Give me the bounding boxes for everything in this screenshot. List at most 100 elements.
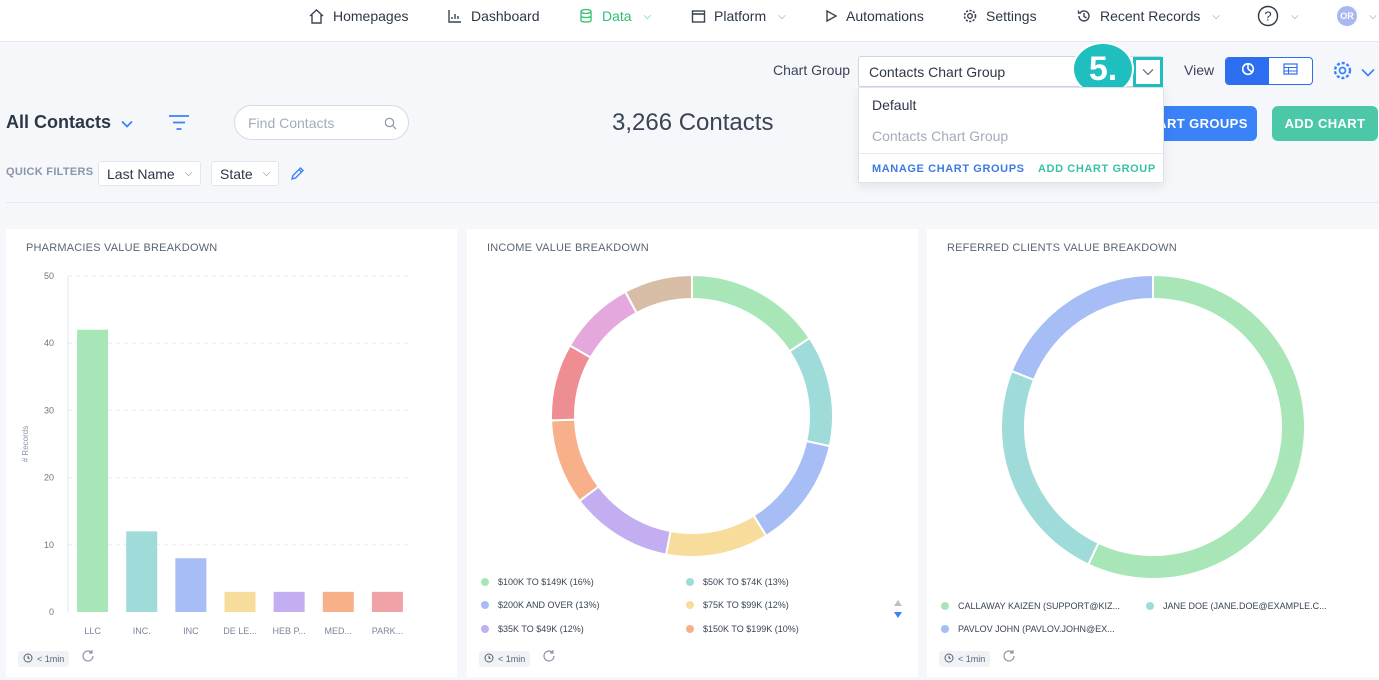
dropdown-divider: [859, 153, 1163, 154]
donut-slice-6[interactable]: [550, 344, 593, 422]
legend-item[interactable]: $100K TO $149K (16%): [481, 577, 594, 587]
legend-pager[interactable]: [893, 598, 903, 625]
help-icon: ?: [1257, 5, 1279, 27]
donut-slice-2[interactable]: [752, 439, 831, 538]
legend-item[interactable]: $35K TO $49K (12%): [481, 624, 584, 634]
chevron-down-icon: [1142, 63, 1154, 81]
filter-icon[interactable]: [168, 114, 190, 136]
donut-slice-4[interactable]: [578, 485, 672, 556]
bar-inc[interactable]: [175, 558, 207, 612]
x-tick-label: INC: [183, 626, 199, 636]
donut-slice-2[interactable]: [1010, 273, 1154, 382]
legend-label: JANE DOE (JANE.DOE@EXAMPLE.C...: [1163, 601, 1327, 611]
income-chart-card: INCOME VALUE BREAKDOWN $100K TO $149K (1…: [467, 229, 918, 677]
bar-hebp[interactable]: [273, 591, 305, 612]
nav-dashboard[interactable]: Dashboard: [447, 0, 540, 32]
chevron-down-icon: [1361, 64, 1375, 82]
refresh-icon[interactable]: [1002, 649, 1016, 668]
nav-settings[interactable]: Settings: [962, 0, 1037, 32]
bar-chart: 0 10 20 30 40 50 # Records LLC INC. INC DE LE... HE…: [21, 271, 412, 636]
legend-item[interactable]: JANE DOE (JANE.DOE@EXAMPLE.C...: [1146, 601, 1327, 611]
quick-filter-label: Last Name: [107, 165, 175, 182]
y-axis-label: # Records: [21, 426, 30, 462]
contacts-count: 3,266 Contacts: [612, 109, 774, 136]
table-view-button[interactable]: [1269, 58, 1312, 84]
dropdown-option-contacts-chart-group[interactable]: Contacts Chart Group: [872, 128, 1009, 144]
manage-chart-groups-link[interactable]: MANAGE CHART GROUPS: [872, 163, 1025, 175]
contacts-view-selector[interactable]: All Contacts: [6, 112, 133, 133]
chart-footer: < 1min: [479, 649, 556, 668]
bar-med[interactable]: [322, 591, 354, 612]
pencil-icon[interactable]: [290, 166, 305, 186]
donut-slice-3[interactable]: [664, 514, 768, 558]
donut-slice-7[interactable]: [568, 290, 639, 359]
divider: [6, 202, 1379, 203]
chevron-down-icon: ⌵: [184, 168, 193, 179]
nav-data[interactable]: Data ⌵: [578, 0, 651, 32]
nav-automations[interactable]: Automations: [824, 0, 924, 32]
pharmacies-chart-card: PHARMACIES VALUE BREAKDOWN 0 10 20 30 40 50 # …: [6, 229, 457, 677]
legend-swatch: [481, 601, 489, 609]
user-menu[interactable]: OR ⌵: [1337, 0, 1377, 32]
play-icon: [824, 9, 838, 23]
donut-slice-5[interactable]: [550, 418, 601, 503]
add-chart-group-link[interactable]: ADD CHART GROUP: [1038, 163, 1156, 175]
chart-group-dropdown-toggle[interactable]: [1133, 57, 1163, 87]
donut-slice-0[interactable]: [691, 273, 811, 353]
x-tick-label: DE LE...: [223, 626, 257, 636]
nav-recent-records[interactable]: Recent Records ⌵: [1076, 0, 1220, 32]
legend-item[interactable]: $150K TO $199K (10%): [686, 624, 799, 634]
refresh-time: < 1min: [37, 653, 65, 664]
nav-homepages-label: Homepages: [333, 8, 409, 24]
legend-label: $100K TO $149K (16%): [498, 577, 594, 587]
refresh-icon[interactable]: [542, 649, 556, 668]
add-chart-button[interactable]: ADD CHART: [1272, 106, 1378, 141]
nav-automations-label: Automations: [846, 8, 924, 24]
bar-dele[interactable]: [224, 591, 256, 612]
refresh-icon[interactable]: [81, 649, 95, 668]
income-donut-chart: [550, 273, 834, 558]
chart-group-dropdown-menu: Default Contacts Chart Group MANAGE CHAR…: [858, 87, 1164, 183]
step-marker-badge: 5.: [1074, 44, 1132, 94]
dropdown-option-default[interactable]: Default: [872, 97, 917, 113]
legend-swatch: [686, 578, 694, 586]
last-refreshed-badge: < 1min: [479, 650, 531, 667]
chevron-down-icon: ⌵: [262, 168, 271, 179]
nav-platform-label: Platform: [714, 8, 767, 24]
x-tick-label: MED...: [325, 626, 353, 636]
chart-settings-menu[interactable]: [1332, 60, 1375, 86]
quick-filter-last-name[interactable]: Last Name ⌵: [98, 161, 202, 186]
legend-item[interactable]: PAVLOV JOHN (PAVLOV.JOHN@EX...: [941, 624, 1115, 634]
search-icon: [384, 117, 397, 130]
quick-filter-state[interactable]: State ⌵: [211, 161, 280, 186]
legend-label: $75K TO $99K (12%): [703, 600, 789, 610]
x-tick-label: PARK...: [372, 626, 403, 636]
chart-view-button[interactable]: [1226, 58, 1269, 84]
nav-data-label: Data: [602, 8, 632, 24]
bar-llc[interactable]: [77, 329, 109, 612]
donut-slice-0[interactable]: [1086, 273, 1306, 580]
chart-footer: < 1min: [939, 649, 1016, 668]
table-icon: [1283, 62, 1298, 80]
search-input[interactable]: Find Contacts: [234, 105, 409, 140]
nav-settings-label: Settings: [986, 8, 1037, 24]
donut-slice-1[interactable]: [788, 336, 834, 448]
donut-slice-1[interactable]: [1000, 369, 1100, 566]
legend-item[interactable]: $50K TO $74K (13%): [686, 577, 789, 587]
bar-inc[interactable]: [126, 531, 158, 612]
chart-title: REFERRED CLIENTS VALUE BREAKDOWN: [947, 242, 1177, 254]
legend-swatch: [941, 602, 949, 610]
search-placeholder: Find Contacts: [248, 115, 335, 131]
nav-platform[interactable]: Platform ⌵: [691, 0, 786, 32]
x-tick-label: HEB P...: [272, 626, 305, 636]
help-menu[interactable]: ? ⌵: [1257, 0, 1299, 32]
legend-item[interactable]: $75K TO $99K (12%): [686, 600, 789, 610]
bar-park[interactable]: [371, 591, 403, 612]
legend-label: PAVLOV JOHN (PAVLOV.JOHN@EX...: [958, 624, 1115, 634]
donut-slice-8[interactable]: [623, 273, 693, 315]
legend-item[interactable]: CALLAWAY KAIZEN (SUPPORT@KIZ...: [941, 601, 1120, 611]
legend-swatch: [481, 578, 489, 586]
nav-homepages[interactable]: Homepages: [308, 0, 409, 32]
nav-recent-records-label: Recent Records: [1100, 8, 1201, 24]
legend-item[interactable]: $200K AND OVER (13%): [481, 600, 600, 610]
